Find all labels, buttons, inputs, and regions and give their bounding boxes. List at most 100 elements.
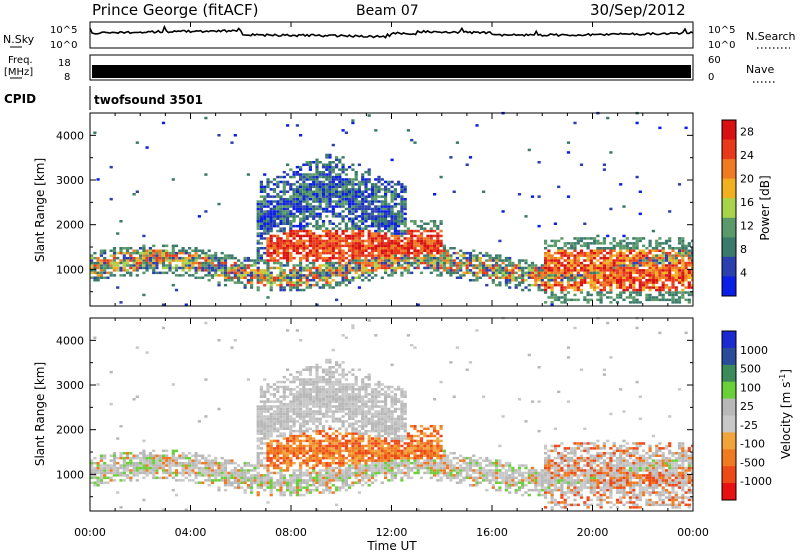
power-cell [433, 266, 437, 270]
power-cell [282, 229, 286, 233]
velocity-cell [305, 471, 309, 475]
power-cell [681, 276, 685, 279]
velocity-cell [96, 479, 100, 482]
velocity-cell [210, 471, 215, 475]
power-cell [286, 244, 290, 248]
power-cell [426, 261, 430, 265]
velocity-cell [279, 469, 283, 472]
velocity-cell [286, 415, 290, 418]
velocity-cell [315, 479, 319, 482]
power-cell [286, 212, 290, 216]
velocity-cell [308, 434, 312, 438]
velocity-cell [302, 383, 306, 386]
power-cell [642, 244, 646, 248]
velocity-cell [263, 402, 267, 406]
velocity-cell [217, 339, 221, 342]
power-cell [282, 202, 286, 206]
power-cell [305, 224, 309, 228]
velocity-cell [276, 385, 280, 389]
power-cell [393, 256, 397, 260]
power-cell [495, 254, 499, 257]
power-cell [344, 168, 348, 171]
power-cell [576, 286, 580, 289]
velocity-cell [181, 471, 185, 475]
power-cell [566, 274, 571, 277]
velocity-cell [269, 464, 273, 467]
power-cell [370, 232, 375, 235]
velocity-cell [286, 422, 290, 425]
velocity-cell [315, 373, 319, 376]
power-cell [573, 261, 577, 265]
velocity-cell [142, 439, 146, 443]
power-cell [312, 254, 316, 257]
velocity-cell [233, 474, 237, 477]
velocity-cell [318, 395, 322, 398]
velocity-cell [295, 420, 299, 423]
power-cell [132, 193, 136, 196]
power-cell [384, 247, 388, 250]
power-cell [269, 217, 273, 220]
power-cell [579, 237, 584, 240]
power-cell [321, 195, 326, 198]
power-cell [315, 222, 319, 225]
velocity-cell [331, 415, 335, 418]
power-cell [681, 249, 685, 252]
power-cell [606, 256, 610, 260]
velocity-cell [112, 461, 117, 465]
power-cell [351, 254, 355, 257]
power-cell [354, 224, 358, 228]
power-cell [308, 178, 312, 181]
power-cell [563, 249, 567, 252]
power-cell [328, 193, 332, 196]
velocity-cell [305, 486, 309, 489]
power-cell [344, 183, 348, 186]
velocity-cell [272, 405, 277, 408]
velocity-cell [223, 461, 228, 465]
velocity-cell [325, 444, 329, 448]
power-cell [596, 254, 600, 257]
velocity-cell [152, 469, 156, 472]
power-cell [632, 254, 636, 257]
power-cell [681, 269, 685, 272]
power-cell [563, 264, 567, 267]
power-cell [524, 259, 528, 262]
power-cell [586, 244, 590, 248]
power-cell [197, 266, 201, 270]
power-cell [550, 254, 554, 257]
power-cell [161, 254, 166, 257]
power-cell [619, 293, 623, 297]
velocity-cell [289, 456, 293, 460]
velocity-cell [315, 442, 319, 445]
velocity-cell [318, 471, 322, 475]
power-cell [318, 269, 322, 272]
power-cell [455, 271, 459, 275]
power-cell [325, 256, 329, 260]
velocity-cell [328, 400, 332, 403]
power-cell [263, 202, 267, 206]
power-cell [488, 264, 492, 267]
power-cell [370, 212, 375, 216]
power-cell [442, 244, 446, 248]
power-cell [119, 247, 123, 250]
power-cell [390, 185, 394, 189]
power-cell [328, 161, 332, 164]
power-cell [191, 264, 195, 267]
power-cell [282, 254, 286, 257]
power-cell [305, 193, 309, 196]
power-cell [619, 242, 623, 245]
power-cell [299, 224, 303, 228]
velocity-cell [325, 439, 329, 443]
power-cell [348, 220, 352, 223]
power-cell [671, 301, 675, 304]
power-cell [615, 256, 620, 260]
velocity-cell [282, 412, 286, 416]
power-cell [586, 254, 590, 257]
power-cell [357, 215, 361, 218]
power-cell [384, 254, 388, 257]
power-cell [645, 298, 649, 302]
velocity-cell [220, 469, 224, 472]
velocity-cell [139, 452, 143, 455]
power-cell [361, 232, 365, 235]
velocity-cell [325, 452, 329, 455]
velocity-cell [145, 474, 149, 477]
